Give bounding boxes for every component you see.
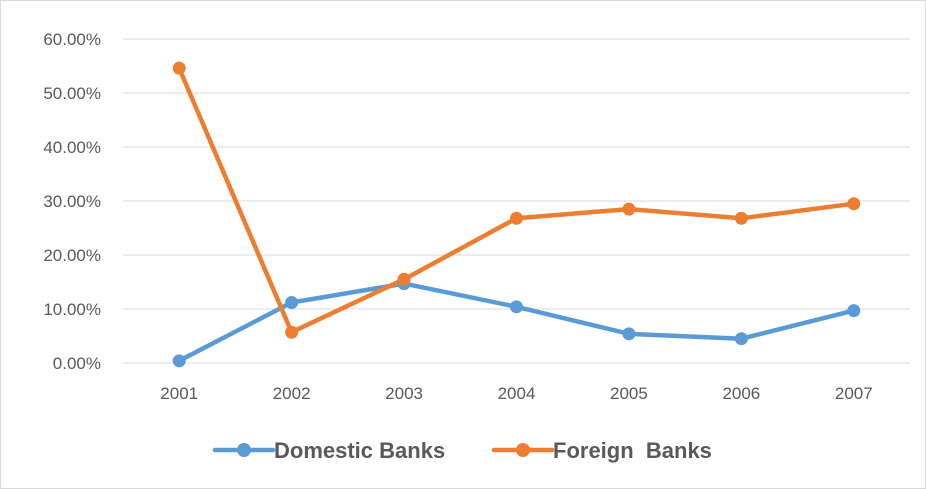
legend-marker-icon [237,443,251,457]
data-point-domestic-banks [510,300,523,314]
x-tick-label: 2005 [610,384,648,403]
data-point-foreign-banks [510,211,523,225]
x-tick-label: 2001 [160,384,198,403]
x-axis-ticks: 2001 2002 2003 2004 2005 2006 2007 [160,384,872,403]
data-point-foreign-banks [172,61,186,75]
data-point-foreign-banks [734,211,748,225]
y-tick-label: 0.00% [53,354,101,373]
series-line-domestic-banks [176,281,857,364]
legend-item-foreign-banks: Foreign Banks [491,438,712,463]
x-tick-label: 2003 [385,384,423,403]
legend-marker-icon [516,443,530,457]
legend-label: Domestic Banks [274,438,445,463]
data-point-foreign-banks [397,272,411,286]
data-point-foreign-banks [285,325,299,339]
data-point-domestic-banks [622,327,636,341]
y-tick-label: 20.00% [43,246,101,265]
y-tick-label: 10.00% [43,300,101,319]
series-lines [172,61,861,368]
legend-item-domestic-banks: Domestic Banks [212,438,445,463]
data-point-foreign-banks [847,197,861,211]
data-point-domestic-banks [847,304,861,318]
y-tick-label: 40.00% [43,138,101,157]
series-line-foreign-banks [176,65,857,335]
y-tick-label: 60.00% [43,30,101,49]
y-tick-label: 30.00% [43,192,101,211]
legend: Domestic Banks Foreign Banks [212,438,712,463]
y-tick-label: 50.00% [43,84,101,103]
x-tick-label: 2002 [273,384,311,403]
y-axis-ticks: 0.00% 10.00% 20.00% 30.00% 40.00% 50.00% 60.00… [43,30,101,373]
legend-label: Foreign Banks [553,438,712,463]
x-tick-label: 2004 [498,384,536,403]
data-point-foreign-banks [622,202,636,216]
data-point-domestic-banks [172,354,186,368]
x-tick-label: 2006 [722,384,760,403]
x-tick-label: 2007 [835,384,873,403]
data-point-domestic-banks [734,332,748,346]
gridlines [123,38,910,364]
data-point-domestic-banks [285,296,299,310]
